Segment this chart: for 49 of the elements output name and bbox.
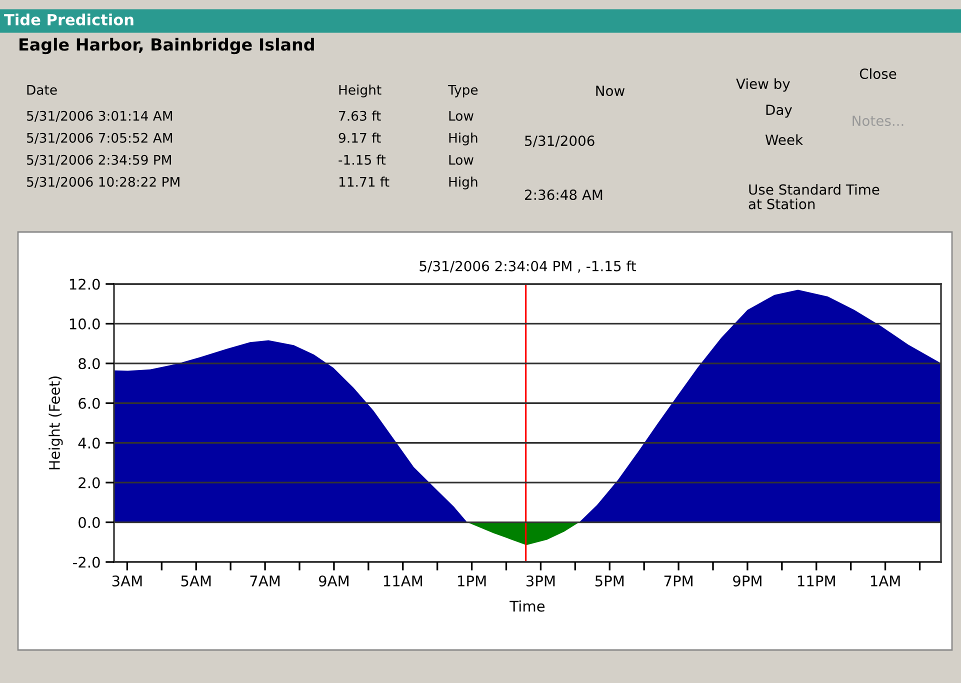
y-tick-label: -2.0	[73, 556, 100, 568]
y-tick-label: 6.0	[78, 398, 100, 409]
text: Week	[765, 134, 804, 146]
x-tick-label: 1AM	[870, 576, 900, 586]
x-tick-label: 7PM	[664, 576, 692, 586]
text: -1.15 ft	[338, 154, 386, 165]
x-tick-label: 1PM	[458, 576, 486, 586]
text: High	[449, 176, 478, 190]
text: Day	[766, 104, 792, 118]
text: Use Standard Time at Station	[748, 184, 880, 210]
text: 5/31/2006 10:28:22 PM	[27, 176, 180, 188]
text: Close	[860, 68, 896, 80]
x-tick-label: 9AM	[318, 575, 348, 586]
text: Height	[339, 84, 382, 98]
y-tick-label: 2.0	[78, 477, 100, 488]
text: Low	[449, 111, 474, 121]
chart-subtitle: Eagle Harbor, Bainbridge Island	[20, 38, 314, 54]
y-tick-label: 10.0	[70, 318, 100, 330]
x-tick-label: 11AM	[384, 576, 422, 586]
x-tick-label: 3AM	[112, 575, 142, 586]
text: Notes...	[852, 116, 904, 126]
text: 11.71 ft	[339, 176, 390, 187]
y-tick-label: 0.0	[78, 517, 100, 528]
x-axis-title: Time	[510, 600, 545, 612]
x-tick-label: 5PM	[595, 576, 624, 586]
y-tick-label: 8.0	[78, 358, 100, 370]
text: 9.17 ft	[338, 132, 381, 143]
text: High	[449, 132, 478, 146]
text: Date	[27, 85, 57, 95]
y-tick-label: 4.0	[78, 438, 100, 449]
text: 5/31/2006 7:05:52 AM	[27, 132, 172, 144]
x-tick-label: 11PM	[798, 576, 835, 586]
text: 7.63 ft	[339, 110, 381, 121]
text: Now	[596, 86, 625, 96]
chart-title: Tide Prediction	[4, 14, 134, 26]
text: 5/31/2006 3:01:14 AM	[27, 110, 172, 122]
y-axis-title: Height (Feet)	[48, 376, 63, 470]
x-tick-label: 5AM	[181, 576, 211, 586]
text: 5/31/2006	[525, 136, 594, 148]
ref-line-label: 5/31/2006 2:34:04 PM , -1.15 ft	[420, 260, 636, 273]
text: 5/31/2006 2:34:59 PM	[27, 154, 171, 166]
text: Type	[448, 85, 478, 98]
x-tick-label: 9PM	[733, 575, 762, 586]
x-tick-label: 3PM	[526, 575, 555, 586]
x-tick-label: 7AM	[250, 576, 280, 586]
text: View by	[736, 78, 790, 92]
text: Low	[449, 155, 474, 165]
y-tick-label: 12.0	[70, 278, 100, 290]
text: 2:36:48 AM	[525, 190, 602, 200]
